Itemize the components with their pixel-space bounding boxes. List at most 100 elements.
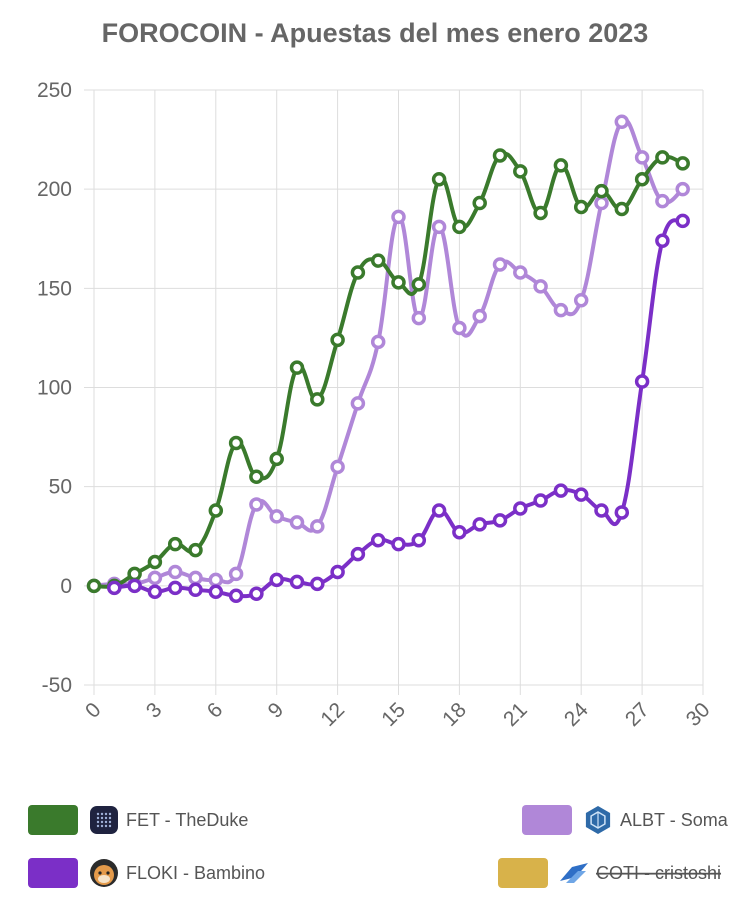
data-point[interactable]	[452, 320, 467, 336]
data-point[interactable]	[594, 183, 609, 199]
data-point[interactable]	[107, 580, 122, 596]
data-point[interactable]	[310, 576, 325, 592]
data-point[interactable]	[614, 114, 630, 129]
chart-title: FOROCOIN - Apuestas del mes enero 2023	[102, 18, 649, 48]
data-point[interactable]	[452, 219, 467, 235]
data-point[interactable]	[411, 277, 427, 292]
data-point[interactable]	[370, 532, 386, 548]
data-point[interactable]	[675, 156, 690, 171]
data-point[interactable]	[310, 519, 325, 534]
data-point[interactable]	[553, 483, 569, 498]
data-point[interactable]	[573, 487, 589, 502]
data-point[interactable]	[472, 308, 487, 324]
data-point[interactable]	[188, 582, 203, 598]
data-point[interactable]	[289, 574, 305, 590]
data-point[interactable]	[330, 564, 345, 580]
y-tick-label: 200	[37, 178, 72, 201]
data-point[interactable]	[492, 513, 508, 528]
data-point[interactable]	[634, 172, 650, 187]
data-point[interactable]	[452, 525, 467, 540]
data-point[interactable]	[188, 570, 203, 586]
data-point[interactable]	[350, 396, 366, 411]
data-point[interactable]	[634, 374, 650, 389]
legend-item-floki[interactable]: FLOKI - Bambino	[28, 858, 265, 888]
data-point[interactable]	[391, 536, 406, 552]
y-tick-label: 100	[37, 377, 72, 400]
data-point[interactable]	[533, 493, 548, 508]
data-point[interactable]	[594, 503, 609, 518]
data-point[interactable]	[513, 164, 528, 179]
data-point[interactable]	[330, 459, 345, 475]
legend-swatch	[522, 805, 572, 835]
series-fet	[86, 148, 690, 594]
data-point[interactable]	[310, 392, 325, 407]
legend-item-albt[interactable]: ALBT - Soma	[522, 805, 729, 835]
data-point[interactable]	[350, 265, 366, 280]
legend-item-fet[interactable]: FET - TheDuke	[28, 805, 248, 835]
data-point[interactable]	[655, 233, 670, 248]
data-point[interactable]	[127, 578, 142, 594]
data-point[interactable]	[553, 158, 569, 173]
data-point[interactable]	[249, 586, 264, 602]
data-point[interactable]	[350, 546, 366, 562]
data-point[interactable]	[228, 588, 244, 603]
y-tick-label: -50	[42, 674, 72, 697]
data-point[interactable]	[573, 292, 589, 308]
data-point[interactable]	[492, 148, 508, 163]
data-point[interactable]	[411, 310, 427, 326]
data-point[interactable]	[614, 505, 630, 520]
data-point[interactable]	[269, 509, 284, 524]
axes: 250 200 150 100 50 0 -50 0 3 6 9 12 15 18 21 24 27 30	[37, 79, 715, 731]
data-point[interactable]	[147, 584, 163, 600]
legend: FET - TheDuke ALBT - Soma FLOKI - Bambino C…	[28, 805, 729, 888]
data-point[interactable]	[249, 497, 264, 512]
data-point[interactable]	[655, 150, 670, 165]
data-point[interactable]	[533, 205, 548, 221]
data-point[interactable]	[167, 580, 183, 596]
data-point[interactable]	[472, 517, 487, 532]
data-point[interactable]	[513, 501, 528, 516]
data-point[interactable]	[573, 199, 589, 215]
legend-label: FET - TheDuke	[126, 810, 248, 830]
fet-icon	[90, 806, 118, 834]
data-point[interactable]	[208, 584, 224, 600]
data-point[interactable]	[228, 435, 244, 451]
data-point[interactable]	[167, 564, 183, 580]
data-point[interactable]	[228, 566, 244, 582]
data-point[interactable]	[431, 503, 447, 518]
data-point[interactable]	[127, 566, 142, 582]
data-point[interactable]	[330, 332, 345, 348]
data-point[interactable]	[208, 503, 224, 518]
data-point[interactable]	[289, 360, 305, 375]
data-point[interactable]	[533, 279, 548, 294]
data-point[interactable]	[431, 219, 447, 235]
data-point[interactable]	[391, 275, 406, 290]
data-point[interactable]	[391, 209, 406, 225]
data-point[interactable]	[472, 195, 487, 211]
data-point[interactable]	[147, 570, 163, 586]
data-point[interactable]	[370, 253, 386, 268]
data-point[interactable]	[188, 542, 203, 558]
data-point[interactable]	[614, 201, 630, 217]
data-point[interactable]	[147, 554, 163, 570]
data-point[interactable]	[675, 213, 690, 229]
data-point[interactable]	[269, 572, 284, 588]
data-point[interactable]	[249, 469, 264, 484]
data-point[interactable]	[634, 150, 650, 165]
data-point[interactable]	[370, 334, 386, 350]
data-point[interactable]	[655, 193, 670, 209]
legend-item-coti[interactable]: COTI - cristoshi	[498, 858, 721, 888]
data-point[interactable]	[208, 572, 224, 588]
data-point[interactable]	[513, 265, 528, 280]
data-point[interactable]	[492, 257, 508, 272]
data-point[interactable]	[86, 578, 102, 594]
data-point[interactable]	[411, 532, 427, 548]
data-point[interactable]	[289, 515, 305, 530]
data-point[interactable]	[167, 536, 183, 552]
data-point[interactable]	[675, 181, 690, 197]
data-point[interactable]	[553, 302, 569, 318]
x-tick-label: 6	[203, 698, 228, 723]
data-point[interactable]	[269, 451, 284, 467]
data-point[interactable]	[431, 172, 447, 187]
data-point[interactable]	[594, 195, 609, 211]
